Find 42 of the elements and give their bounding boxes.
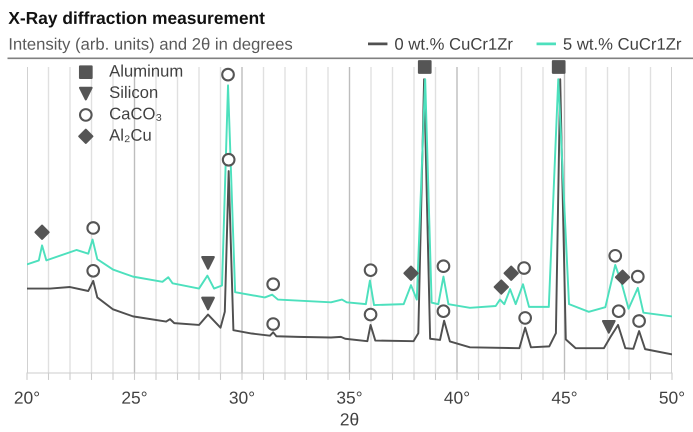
legend-label: 5 wt.% CuCr1Zr	[564, 38, 682, 50]
point	[630, 270, 645, 284]
x-tick-label: 50°	[660, 392, 684, 404]
point	[436, 259, 450, 274]
point	[552, 60, 566, 74]
point	[614, 270, 630, 285]
legend-label: Aluminum	[109, 64, 182, 77]
x-tick-label: 45°	[552, 392, 577, 404]
x-tick-label: 40°	[444, 392, 470, 404]
point	[201, 296, 215, 310]
point	[34, 224, 50, 240]
point	[612, 304, 626, 318]
point	[494, 279, 509, 295]
point	[608, 248, 622, 263]
x-tick-label: 25°	[122, 392, 147, 404]
x-axis-title: 2θ	[340, 412, 358, 426]
point	[436, 304, 450, 318]
x-tick-label: 20°	[14, 392, 40, 404]
point	[266, 317, 280, 331]
chart-title: X-Ray diffraction measurement	[8, 11, 265, 28]
point	[504, 266, 519, 281]
point	[632, 314, 646, 328]
point	[403, 266, 419, 281]
legend-label: Al₂Cu	[109, 128, 151, 142]
legend-label: CaCO₃	[110, 108, 162, 121]
point	[517, 261, 531, 275]
point	[222, 152, 236, 167]
point	[364, 308, 378, 322]
legend-label: 0 wt.% CuCr1Zr	[395, 38, 513, 50]
point	[418, 60, 432, 74]
point	[602, 320, 616, 334]
x-tick-label: 35°	[337, 392, 362, 404]
point	[86, 221, 100, 235]
point	[518, 311, 532, 325]
point	[364, 263, 378, 278]
x-tick-label: 30°	[230, 392, 254, 404]
point	[266, 277, 280, 292]
legend-label: Silicon	[110, 86, 158, 98]
point	[221, 68, 235, 82]
point	[201, 256, 215, 270]
chart-subtitle: Intensity (arb. units) and 2θ in degrees	[10, 38, 292, 54]
point	[86, 264, 100, 278]
